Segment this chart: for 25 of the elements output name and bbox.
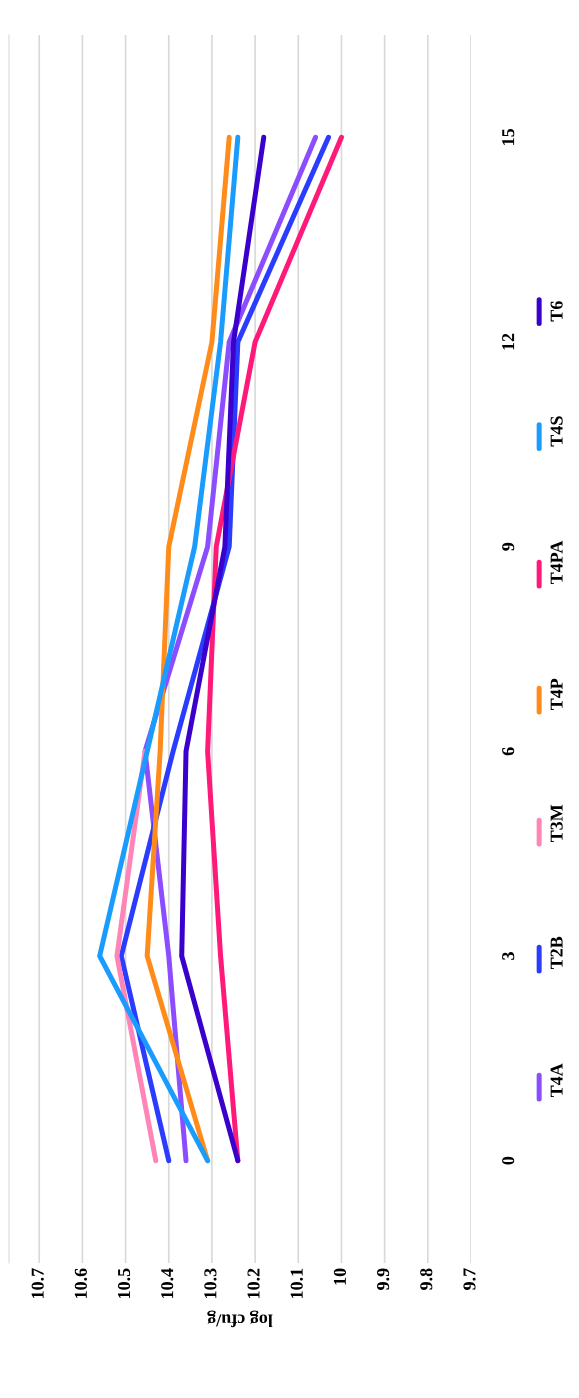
y-tick-label: 0 — [502, 1156, 515, 1165]
y-tick-label: 15 — [502, 128, 515, 145]
x-tick-label: 10.1 — [290, 1268, 303, 1299]
legend-label: T6 — [550, 301, 563, 322]
x-tick-label: 10 — [333, 1268, 346, 1285]
y-tick-label: 9 — [502, 542, 515, 551]
x-tick-label: 10.7 — [31, 1268, 44, 1299]
legend-label: T4A — [550, 1063, 563, 1098]
x-tick-label: 10.5 — [117, 1268, 131, 1299]
legend-label: T4S — [550, 416, 563, 447]
x-tick-label: 9.9 — [377, 1268, 390, 1290]
x-tick-label: 9.8 — [420, 1268, 433, 1290]
x-tick-label: 9.7 — [463, 1268, 476, 1290]
x-tick-label: 10.4 — [161, 1268, 174, 1299]
x-tick-label: 10.3 — [204, 1268, 217, 1299]
x-tick-label: 10.2 — [247, 1268, 260, 1299]
y-tick-label: 6 — [502, 747, 515, 756]
legend-label: T3M — [550, 804, 563, 843]
y-tick-label: 12 — [502, 333, 515, 350]
x-tick-label: 10.6 — [74, 1268, 87, 1299]
x-axis-title: log cfu/g — [207, 1310, 273, 1328]
y-tick-label: 3 — [502, 952, 515, 960]
legend-label: T4P — [550, 678, 563, 711]
legend-label: T4PA — [550, 540, 563, 585]
legend-label: T2B — [550, 936, 563, 970]
